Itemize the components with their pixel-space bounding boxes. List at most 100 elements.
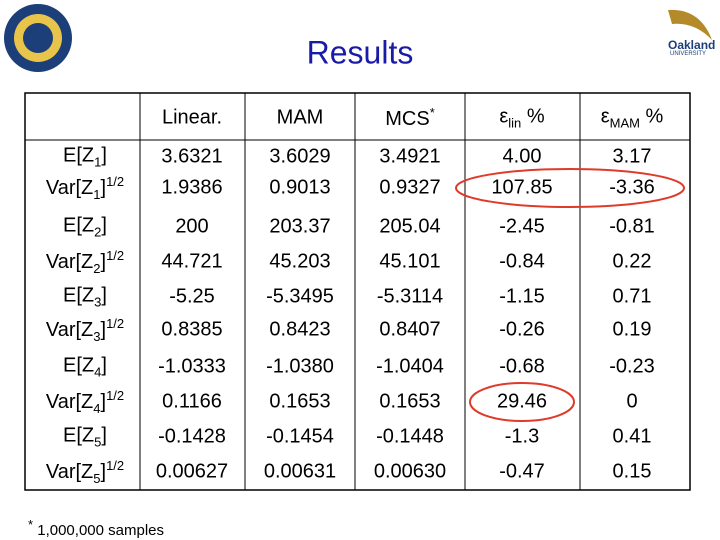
cell: 3.6029 [269, 145, 331, 168]
cell: 0.1653 [379, 390, 441, 413]
column-header-end: % [639, 105, 664, 128]
column-header: εlin % [499, 106, 544, 131]
title: Results [306, 34, 414, 71]
row-label-main: E[Z [63, 284, 95, 307]
row-label-sub: 4 [93, 400, 101, 416]
column-header: MCS* [385, 105, 435, 131]
row-label-sub: 2 [93, 260, 101, 276]
cell: -1.3 [504, 425, 540, 448]
cell: 0.19 [612, 318, 652, 341]
row-label-main: Var[Z [45, 250, 94, 273]
row-label-end: ] [100, 250, 107, 273]
cell: 0.8423 [269, 318, 331, 341]
cell: 45.101 [379, 250, 441, 273]
row-label: E[Z2] [63, 215, 107, 240]
cell: 205.04 [379, 215, 441, 238]
cell: -5.3495 [266, 285, 334, 308]
row-label-sup: 1/2 [106, 388, 125, 404]
column-header: εMAM % [601, 106, 664, 131]
cell: -3.36 [609, 176, 655, 199]
cell: -5.3114 [376, 285, 444, 308]
row-label-end: ] [100, 390, 107, 413]
row-label: Var[Z1]1/2 [46, 174, 124, 202]
cell: -0.47 [499, 460, 545, 483]
row-label-end: ] [100, 460, 107, 483]
logo-name: Oakland [668, 38, 716, 52]
row-label-main: E[Z [63, 214, 95, 237]
cell: -1.0380 [266, 355, 334, 378]
row-label-sub: 5 [93, 470, 101, 486]
cell: -0.81 [609, 215, 655, 238]
row-label: Var[Z4]1/2 [46, 388, 124, 416]
cell: 3.6321 [161, 145, 223, 168]
cell: 200 [175, 215, 209, 238]
cell: 0.1653 [269, 390, 331, 413]
cell: 0.8407 [379, 318, 441, 341]
cell: 1.9386 [161, 176, 223, 199]
cell: -0.23 [609, 355, 655, 378]
cell: -0.1448 [376, 425, 444, 448]
row-label: Var[Z5]1/2 [46, 458, 124, 486]
row-label-end: ] [101, 144, 107, 167]
cell: -5.25 [169, 285, 215, 308]
highlight [455, 168, 685, 208]
footnote: * 1,000,000 samples [28, 517, 164, 539]
row-label-main: E[Z [63, 144, 95, 167]
column-header-main: Linear. [161, 106, 223, 129]
cell: 0.00631 [263, 460, 337, 483]
row-label-end: ] [101, 214, 107, 237]
cell: 4.00 [502, 145, 542, 168]
row-label-sub: 2 [94, 224, 102, 240]
cell: 0.15 [612, 460, 652, 483]
row-label-main: E[Z [63, 424, 95, 447]
cell: 0.00630 [373, 460, 447, 483]
cell: -0.1428 [158, 425, 226, 448]
column-header-main: ε [499, 105, 509, 128]
column-header-end: % [521, 105, 545, 128]
cell: 29.46 [496, 390, 548, 413]
row-label: E[Z3] [63, 285, 107, 310]
cell: -0.1454 [266, 425, 334, 448]
row-label-main: Var[Z [45, 176, 94, 199]
row-label-sup: 1/2 [106, 316, 125, 332]
column-header-main: ε [600, 105, 610, 128]
highlight [469, 382, 575, 422]
cell: -1.0404 [376, 355, 444, 378]
cell: 45.203 [269, 250, 331, 273]
row-label-main: Var[Z [45, 318, 94, 341]
cell: 0.00627 [155, 460, 229, 483]
cell: -0.84 [499, 250, 545, 273]
cell: 0 [626, 390, 638, 413]
row-label-sub: 4 [94, 364, 102, 380]
column-header-main: MCS [385, 107, 430, 130]
row-label-main: Var[Z [45, 390, 94, 413]
cell: 44.721 [161, 250, 223, 273]
row-label-end: ] [101, 354, 107, 377]
row-label: E[Z4] [63, 355, 107, 380]
row-label-sub: 1 [93, 186, 101, 202]
row-label: Var[Z2]1/2 [46, 248, 124, 276]
column-header: Linear. [162, 107, 222, 130]
row-label-end: ] [101, 424, 107, 447]
cell: 203.37 [269, 215, 331, 238]
column-header-sup: * [429, 105, 435, 121]
cell: 0.8385 [161, 318, 223, 341]
cell: 0.71 [612, 285, 652, 308]
cell: 0.41 [612, 425, 652, 448]
cell: 3.17 [612, 145, 652, 168]
row-label-sup: 1/2 [106, 174, 125, 190]
row-label-end: ] [101, 284, 107, 307]
row-label-sub: 3 [94, 294, 102, 310]
row-label-sup: 1/2 [106, 248, 125, 264]
cell: 0.9327 [379, 176, 441, 199]
table-border [24, 92, 691, 491]
row-label-sup: 1/2 [106, 458, 125, 474]
column-header-main: MAM [276, 106, 324, 129]
cell: -1.0333 [158, 355, 226, 378]
row-label-sub: 5 [94, 434, 102, 450]
cell: 0.1166 [162, 390, 222, 413]
cell: 3.4921 [379, 145, 441, 168]
row-label: Var[Z3]1/2 [46, 316, 124, 344]
